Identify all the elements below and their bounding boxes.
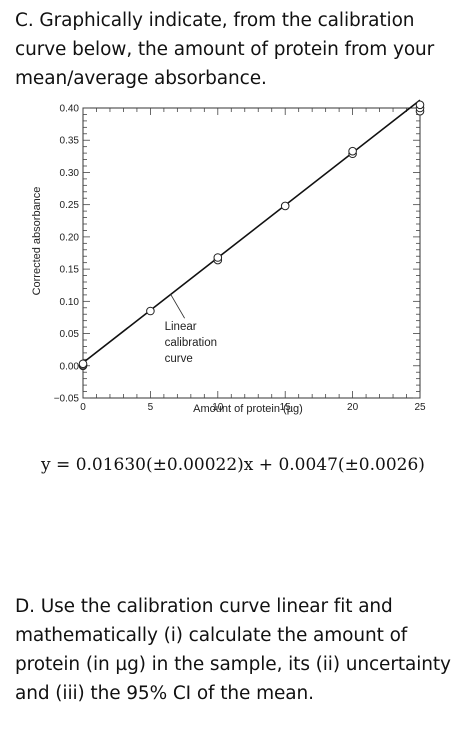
- data-point: [415, 100, 425, 110]
- y-tick-label: 0.00: [60, 361, 80, 372]
- plot-border: [82, 107, 421, 399]
- y-tick-label: 0.25: [60, 200, 80, 211]
- y-tick-label: −0.05: [54, 394, 80, 405]
- x-tick-label: 0: [80, 402, 86, 413]
- y-tick-label: 0.10: [60, 297, 80, 308]
- y-tick-label: 0.20: [60, 232, 80, 243]
- annotation-text-line: curve: [165, 353, 193, 365]
- x-axis-title: Amount of protein (µg): [193, 403, 303, 415]
- data-point: [146, 306, 155, 316]
- data-point: [348, 146, 357, 156]
- x-tick-label: 25: [414, 402, 426, 413]
- annotation-text-line: calibration: [165, 337, 217, 349]
- data-point: [280, 201, 290, 211]
- x-tick-label: 15: [280, 402, 292, 413]
- x-tick-label: 20: [347, 402, 359, 413]
- fit-line: [82, 99, 421, 364]
- data-point: [213, 253, 223, 262]
- plot-frame: [82, 107, 421, 399]
- x-axis-ticks: 0 5 10 15 20 25: [80, 108, 426, 413]
- calibration-chart: −0.05 0.00 0.05 0.10 0.15 0.20 0.25 0.30 0.35 0.4…: [31, 99, 426, 415]
- y-tick-label: 0.15: [60, 265, 80, 276]
- fit-equation: y = 0.01630(±0.00022)x + 0.0047(±0.0026): [41, 455, 425, 475]
- x-tick-label: 10: [212, 402, 224, 413]
- y-tick-label: 0.30: [60, 168, 80, 179]
- annotation-pointer: [170, 294, 185, 319]
- fit-line-group: [82, 99, 421, 364]
- y-tick-label: 0.35: [60, 136, 80, 147]
- annotation-group: Linear calibration curve: [165, 294, 217, 365]
- y-axis-title: Corrected absorbance: [31, 187, 43, 296]
- part-c-question: C. Graphically indicate, from the calibr…: [15, 10, 435, 89]
- data-point: [78, 359, 88, 369]
- annotation-text-line: Linear: [165, 321, 197, 333]
- part-d-question: D. Use the calibration curve linear fit …: [15, 596, 451, 704]
- x-tick-label: 5: [148, 402, 154, 413]
- data-points-group: [78, 100, 425, 371]
- y-tick-label: 0.40: [60, 104, 80, 115]
- y-tick-label: 0.05: [60, 329, 80, 340]
- y-axis-ticks: −0.05 0.00 0.05 0.10 0.15 0.20 0.25 0.30 0.35 0.4…: [54, 104, 420, 405]
